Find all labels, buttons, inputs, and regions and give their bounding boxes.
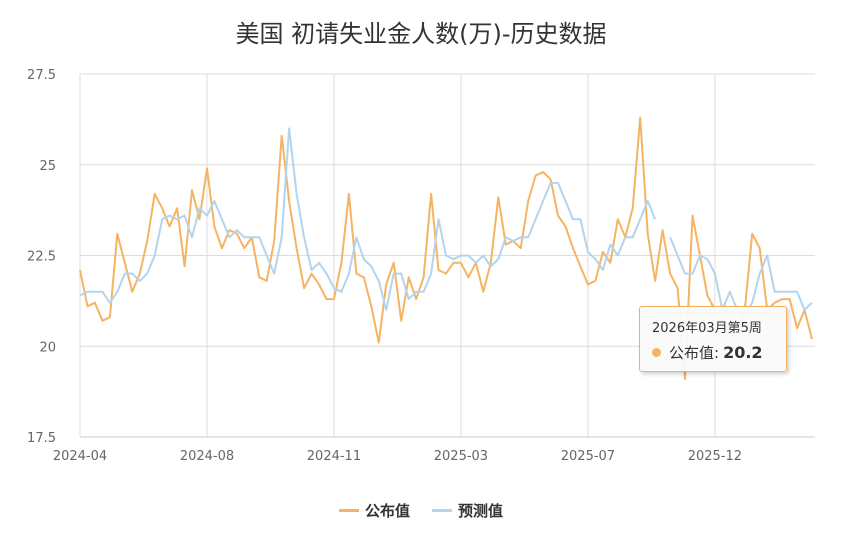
legend-swatch-published bbox=[338, 509, 359, 512]
legend-item-published[interactable]: 公布值 bbox=[338, 500, 410, 521]
tooltip: 2026年03月第5周 公布值: 20.2 bbox=[639, 306, 787, 372]
y-tick-label: 17.5 bbox=[27, 431, 56, 446]
x-tick-label: 2025-07 bbox=[561, 449, 615, 464]
y-tick-label: 20 bbox=[39, 340, 56, 355]
x-tick-label: 2024-04 bbox=[53, 449, 107, 464]
tooltip-dot-icon bbox=[652, 348, 661, 357]
legend-item-forecast[interactable]: 预测值 bbox=[432, 500, 503, 521]
legend-label-published: 公布值 bbox=[364, 502, 410, 520]
x-tick-label: 2024-08 bbox=[180, 449, 234, 464]
tooltip-series-name: 公布值: bbox=[669, 344, 720, 362]
tooltip-date: 2026年03月第5周 bbox=[652, 321, 762, 336]
y-tick-label: 22.5 bbox=[27, 250, 56, 265]
x-tick-label: 2024-11 bbox=[307, 449, 361, 464]
tooltip-value: 20.2 bbox=[723, 343, 763, 362]
x-tick-label: 2025-12 bbox=[688, 449, 742, 464]
legend-swatch-forecast bbox=[432, 509, 452, 512]
chart-title: 美国 初请失业金人数(万)-历史数据 bbox=[235, 20, 607, 48]
series-line-published bbox=[79, 116, 813, 380]
x-tick-label: 2025-03 bbox=[434, 449, 488, 464]
y-tick-label: 25 bbox=[39, 159, 56, 174]
legend: 公布值 预测值 bbox=[0, 500, 842, 521]
legend-label-forecast: 预测值 bbox=[458, 502, 504, 520]
y-tick-label: 27.5 bbox=[27, 68, 56, 83]
